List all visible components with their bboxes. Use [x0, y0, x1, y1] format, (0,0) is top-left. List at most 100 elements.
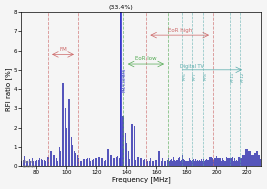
Bar — [101, 158, 102, 166]
Bar — [85, 160, 86, 166]
Bar — [179, 157, 180, 166]
Bar — [147, 161, 148, 166]
Bar — [177, 160, 178, 166]
Bar — [223, 161, 224, 166]
Bar — [69, 99, 70, 166]
Bar — [211, 158, 212, 166]
Bar — [228, 158, 229, 166]
Bar — [249, 151, 250, 166]
Bar — [109, 160, 110, 166]
Bar — [212, 158, 213, 166]
Bar — [193, 159, 194, 166]
Bar — [255, 153, 256, 166]
Bar — [97, 159, 98, 166]
Bar — [82, 161, 83, 166]
Bar — [21, 161, 22, 166]
Bar — [254, 153, 255, 166]
Text: RF6: RF6 — [182, 72, 186, 80]
Text: Digital TV: Digital TV — [180, 64, 203, 69]
Bar — [174, 160, 175, 166]
Bar — [157, 161, 158, 166]
Bar — [38, 160, 39, 166]
Bar — [133, 124, 134, 166]
Bar — [218, 158, 219, 166]
Bar — [210, 156, 211, 166]
Bar — [96, 158, 97, 166]
Bar — [220, 158, 221, 166]
Bar — [89, 158, 90, 166]
Bar — [164, 161, 165, 166]
Bar — [91, 159, 92, 166]
Bar — [137, 156, 138, 166]
Bar — [55, 155, 56, 166]
Bar — [104, 161, 105, 166]
Bar — [121, 12, 122, 166]
Bar — [167, 160, 168, 166]
Bar — [31, 161, 32, 166]
Text: RF8: RF8 — [203, 72, 207, 80]
Bar — [161, 161, 162, 166]
Bar — [239, 156, 240, 166]
Text: EoR low: EoR low — [135, 56, 157, 61]
Bar — [30, 161, 31, 166]
Text: FM: FM — [59, 46, 67, 52]
Bar — [144, 159, 145, 166]
Bar — [227, 158, 228, 166]
Bar — [26, 161, 27, 166]
Bar — [58, 147, 59, 166]
Bar — [98, 156, 99, 166]
Bar — [53, 155, 54, 166]
Bar — [153, 161, 154, 166]
Bar — [71, 137, 72, 166]
Bar — [260, 159, 261, 166]
Bar — [61, 161, 62, 166]
Bar — [68, 99, 69, 166]
Bar — [28, 160, 29, 166]
Bar — [156, 160, 157, 166]
Bar — [136, 161, 137, 166]
Bar — [132, 124, 133, 166]
Bar — [117, 156, 118, 166]
Bar — [172, 160, 173, 166]
Bar — [170, 160, 171, 166]
Bar — [192, 160, 193, 166]
Bar — [131, 124, 132, 166]
Bar — [51, 151, 52, 166]
Bar — [185, 161, 186, 166]
Bar — [208, 160, 209, 166]
Bar — [39, 158, 40, 166]
Bar — [135, 160, 136, 166]
Bar — [205, 160, 206, 166]
Bar — [48, 156, 49, 166]
Bar — [165, 161, 166, 166]
Bar — [243, 155, 244, 166]
Bar — [206, 160, 207, 166]
Bar — [99, 156, 100, 166]
Bar — [235, 160, 236, 166]
Bar — [194, 161, 195, 166]
X-axis label: Frequency [MHz]: Frequency [MHz] — [112, 177, 171, 184]
Bar — [111, 155, 112, 166]
Bar — [143, 160, 144, 166]
Bar — [126, 143, 127, 166]
Bar — [73, 151, 74, 166]
Bar — [116, 156, 117, 166]
Bar — [59, 147, 60, 166]
Bar — [40, 161, 41, 166]
Bar — [244, 155, 245, 166]
Bar — [160, 161, 161, 166]
Bar — [186, 161, 187, 166]
Bar — [142, 158, 143, 166]
Bar — [242, 155, 243, 166]
Bar — [154, 161, 155, 166]
Bar — [134, 126, 135, 166]
Bar — [190, 160, 191, 166]
Bar — [63, 83, 64, 166]
Bar — [241, 158, 242, 166]
Bar — [32, 158, 33, 166]
Bar — [150, 158, 151, 166]
Bar — [207, 160, 208, 166]
Text: RF12: RF12 — [241, 72, 245, 82]
Bar — [261, 161, 262, 166]
Bar — [188, 161, 189, 166]
